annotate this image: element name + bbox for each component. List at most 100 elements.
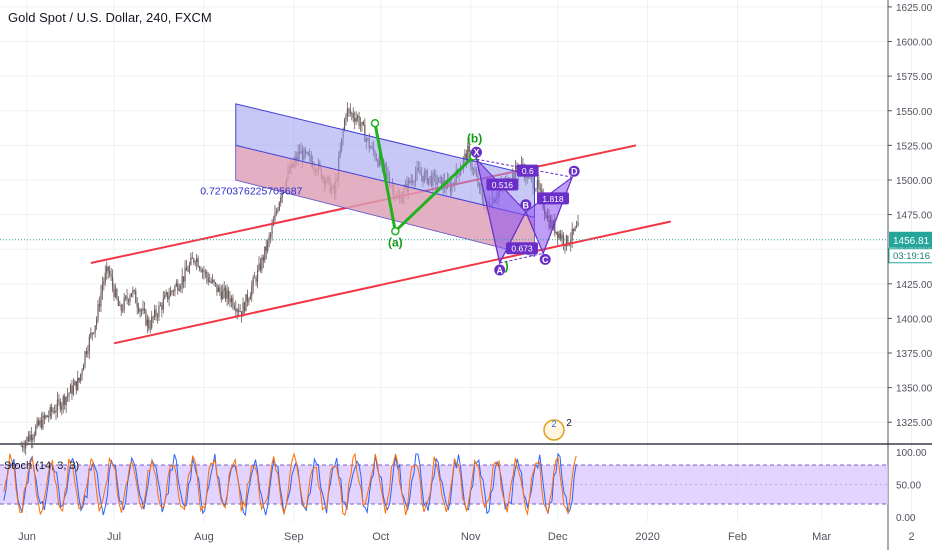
- candle-body: [246, 294, 248, 302]
- candle: [575, 220, 578, 229]
- candle-body: [122, 309, 124, 311]
- current-price-label-bg: [889, 231, 932, 248]
- price-axis-tick-label: 1475.00: [896, 211, 932, 222]
- candle-body: [198, 266, 201, 269]
- candle-body: [40, 420, 43, 429]
- candle-body: [168, 296, 170, 300]
- candle: [246, 289, 248, 307]
- candle: [132, 286, 134, 298]
- candle-body: [167, 292, 169, 300]
- pattern-label-x: X: [473, 148, 479, 158]
- candle: [110, 267, 112, 282]
- candle-body: [277, 209, 279, 212]
- candle: [164, 291, 166, 300]
- candle-body: [165, 292, 167, 295]
- candle: [345, 113, 347, 126]
- candle-body: [133, 290, 135, 292]
- candle-body: [48, 416, 50, 417]
- candle-body: [162, 298, 164, 310]
- time-axis-tick-label: Nov: [461, 531, 481, 543]
- candle-body: [158, 305, 160, 317]
- candle: [261, 254, 263, 274]
- candle: [49, 404, 51, 420]
- candle-body: [538, 180, 540, 188]
- candle: [122, 303, 124, 313]
- candle-body: [271, 225, 273, 235]
- candle-body: [216, 283, 218, 292]
- candle: [555, 231, 557, 235]
- candle: [61, 402, 63, 416]
- candle-body: [169, 290, 172, 297]
- candle: [194, 260, 196, 267]
- pattern-label-b-bg: [520, 199, 532, 211]
- candle-body: [132, 290, 134, 294]
- candle-body: [39, 420, 41, 425]
- ratio-label-ac: 0.673: [511, 244, 533, 254]
- candle: [280, 195, 282, 207]
- candle: [126, 289, 128, 305]
- candle: [165, 289, 167, 297]
- candle: [114, 283, 117, 299]
- candle: [558, 230, 560, 241]
- candle-body: [535, 189, 537, 190]
- candle: [64, 393, 66, 410]
- candle-body: [87, 351, 89, 355]
- candle-body: [255, 278, 257, 282]
- time-axis-tick-label: Mar: [812, 531, 831, 543]
- candle-body: [249, 296, 251, 300]
- candle: [278, 201, 280, 212]
- candle-body: [267, 240, 269, 251]
- candle-body: [68, 393, 70, 396]
- candle-body: [200, 268, 202, 272]
- candle: [111, 269, 114, 293]
- candle-body: [135, 290, 137, 304]
- candle: [46, 414, 48, 418]
- candle-body: [346, 108, 349, 116]
- candle-body: [280, 197, 282, 203]
- candle: [348, 107, 350, 117]
- candle: [200, 266, 202, 273]
- candle: [227, 287, 230, 305]
- candle: [82, 363, 85, 371]
- candle: [573, 228, 575, 235]
- candle: [140, 308, 143, 317]
- pattern-ac-line: [499, 252, 544, 264]
- candle: [59, 398, 61, 413]
- candle: [80, 373, 82, 384]
- candle-body: [114, 289, 117, 297]
- candle: [138, 302, 140, 314]
- candle-body: [155, 309, 157, 317]
- candle-body: [196, 258, 198, 263]
- candle-body: [233, 306, 235, 309]
- candle: [214, 281, 217, 288]
- candle: [38, 417, 40, 427]
- candle: [181, 268, 183, 294]
- ratio-label-xb-bg: [486, 178, 519, 191]
- candle-body: [126, 296, 128, 300]
- candle-body: [72, 385, 74, 395]
- candle-body: [238, 309, 240, 312]
- candle: [254, 271, 256, 279]
- candle: [359, 117, 362, 132]
- countdown-label: 03:19:16: [893, 251, 930, 262]
- candle: [562, 232, 565, 251]
- candle-body: [268, 236, 270, 241]
- candle: [27, 431, 30, 443]
- candle: [220, 285, 222, 303]
- candle: [570, 232, 572, 252]
- candle-body: [278, 202, 280, 210]
- candle-body: [49, 407, 51, 417]
- candle-body: [561, 235, 563, 239]
- candle-body: [156, 316, 159, 317]
- pattern-label-c: C: [542, 255, 549, 265]
- candle-body: [180, 286, 182, 289]
- candle-body: [265, 246, 267, 251]
- candle: [226, 284, 228, 307]
- candle: [561, 230, 563, 245]
- candle-body: [226, 290, 228, 299]
- candle: [171, 289, 173, 296]
- candle: [139, 308, 141, 318]
- candle-body: [84, 351, 86, 365]
